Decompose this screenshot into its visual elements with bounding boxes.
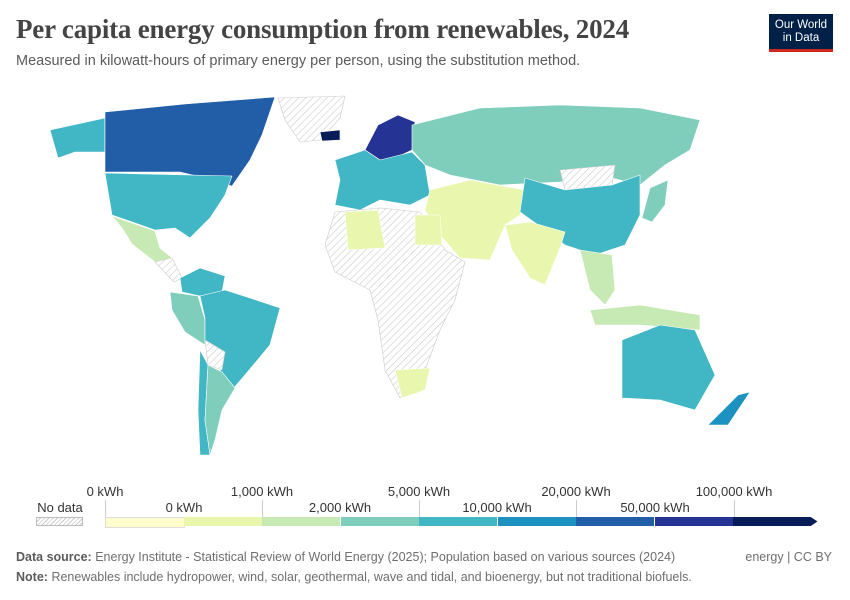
legend-bin-8[interactable]	[733, 517, 818, 526]
region-europe[interactable]	[334, 149, 431, 211]
legend: No data 0 kWh 1,000 kWh 5,000 kWh 20,000…	[0, 480, 850, 530]
legend-label: 0 kWh	[86, 484, 124, 499]
page-subtitle: Measured in kilowatt-hours of primary en…	[16, 53, 581, 69]
source-label: Data source:	[16, 550, 92, 564]
legend-label: 5,000 kWh	[387, 484, 451, 499]
legend-no-data-swatch	[36, 517, 83, 526]
legend-label: 50,000 kWh	[620, 500, 690, 515]
region-bolivia[interactable]	[204, 339, 226, 371]
logo-line-2: in Data	[782, 31, 820, 44]
legend-bin-4[interactable]	[419, 517, 497, 526]
region-usa[interactable]	[104, 172, 233, 239]
license-text[interactable]: energy | CC BY	[745, 550, 832, 564]
region-indonesia[interactable]	[589, 304, 701, 331]
region-canada[interactable]	[104, 96, 276, 187]
legend-label: 2,000 kWh	[308, 500, 372, 515]
region-south-africa[interactable]	[394, 367, 431, 399]
region-alaska[interactable]	[49, 117, 106, 159]
legend-tick	[262, 500, 263, 517]
legend-label: 20,000 kWh	[541, 484, 611, 499]
region-argentina[interactable]	[204, 364, 236, 456]
legend-tick	[419, 500, 420, 517]
legend-bin-6[interactable]	[576, 517, 654, 526]
region-greenland[interactable]	[277, 95, 346, 143]
legend-tick	[105, 500, 106, 517]
legend-label: 100,000 kWh	[695, 484, 773, 499]
note-text: Renewables include hydropower, wind, sol…	[51, 570, 692, 584]
region-peru-ecuador[interactable]	[169, 291, 206, 346]
note-label: Note:	[16, 570, 48, 584]
note: Note: Renewables include hydropower, win…	[16, 570, 692, 584]
legend-bin-7[interactable]	[654, 517, 733, 526]
region-southeast-asia[interactable]	[579, 249, 616, 306]
legend-bin-5[interactable]	[497, 517, 576, 526]
source-text[interactable]: Energy Institute - Statistical Review of…	[95, 550, 676, 564]
legend-label: 0 kWh	[165, 500, 203, 515]
region-brazil[interactable]	[199, 289, 281, 391]
logo-line-1: Our World	[774, 18, 828, 31]
region-australia[interactable]	[621, 324, 716, 411]
region-iceland[interactable]	[319, 129, 341, 142]
region-russia[interactable]	[411, 104, 701, 186]
region-egypt[interactable]	[414, 214, 443, 246]
owid-logo[interactable]: Our World in Data	[769, 14, 833, 52]
legend-tick	[734, 500, 735, 517]
legend-label: 10,000 kWh	[462, 500, 532, 515]
region-algeria[interactable]	[344, 209, 386, 251]
region-central-america[interactable]	[154, 257, 183, 283]
legend-bin-3[interactable]	[340, 517, 419, 526]
region-india[interactable]	[504, 221, 566, 286]
region-new-zealand[interactable]	[707, 391, 751, 426]
legend-bin-0[interactable]	[105, 517, 185, 528]
world-map	[49, 95, 751, 456]
legend-no-data-label: No data	[37, 500, 83, 515]
page-title: Per capita energy consumption from renew…	[16, 14, 629, 44]
data-source: Data source: Energy Institute - Statisti…	[16, 550, 675, 564]
legend-bin-2[interactable]	[262, 517, 340, 526]
legend-bin-1[interactable]	[183, 517, 262, 526]
legend-tick	[576, 500, 577, 517]
legend-label: 1,000 kWh	[230, 484, 294, 499]
region-japan[interactable]	[641, 179, 669, 223]
